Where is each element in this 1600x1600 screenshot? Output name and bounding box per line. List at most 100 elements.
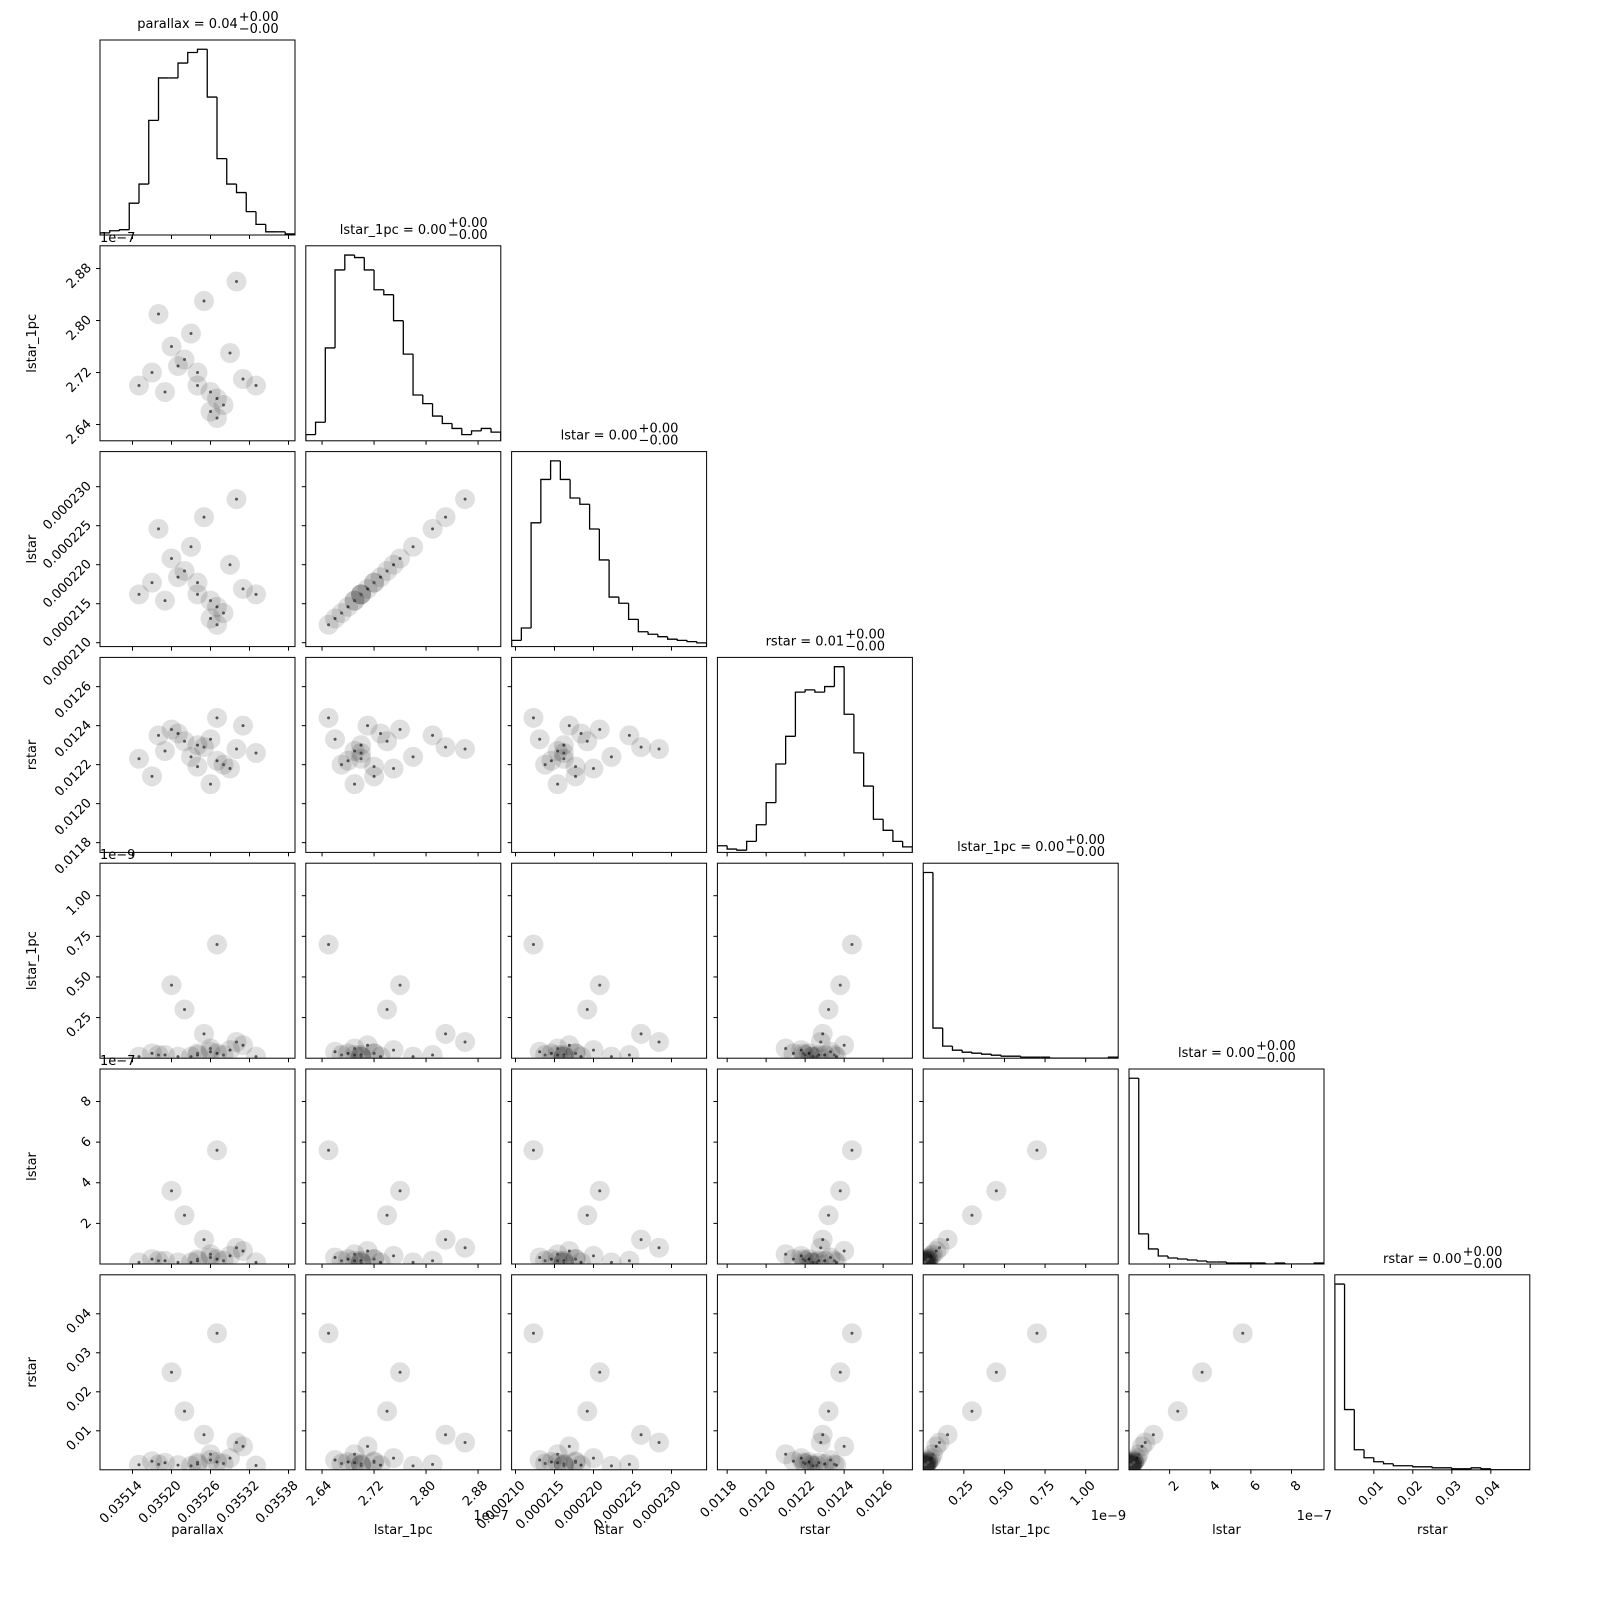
sample-point xyxy=(209,737,212,741)
histogram-bin xyxy=(511,639,522,647)
sample-point xyxy=(366,1043,370,1047)
panel-frame xyxy=(99,451,296,648)
x-tick-label: 0.04 xyxy=(1473,1478,1504,1509)
density-halo xyxy=(808,1250,829,1264)
sample-point xyxy=(809,1463,813,1467)
panel-title: lstar = 0.00 xyxy=(561,429,638,444)
histogram-bin xyxy=(608,559,619,598)
histogram-bin xyxy=(549,460,561,480)
density-halo xyxy=(814,1453,835,1470)
panel: 0.010.020.030.040.035140.035200.035260.0… xyxy=(64,1274,302,1527)
sample-point xyxy=(809,1260,813,1264)
histogram-bin xyxy=(1470,1467,1482,1469)
y-offset: 1e−7 xyxy=(100,1054,135,1069)
histogram-bin xyxy=(216,97,227,160)
histogram-bin xyxy=(598,528,610,561)
density-halo xyxy=(806,1046,827,1059)
panel: 0.25 0.50 0.75 1.00 xyxy=(919,1274,1119,1509)
sample-point xyxy=(556,1046,560,1050)
sample-point xyxy=(574,1257,578,1261)
sample-point xyxy=(609,1055,613,1059)
panel-frame xyxy=(1128,1274,1325,1471)
sample-point xyxy=(799,1254,803,1258)
density-halo xyxy=(331,1453,352,1470)
sample-point xyxy=(556,1053,560,1057)
y-tick-label: 4 xyxy=(78,1175,94,1191)
panel-frame xyxy=(99,245,296,442)
sample-point xyxy=(538,1256,542,1259)
x-tick-label: 8 xyxy=(1288,1478,1304,1494)
sample-point xyxy=(327,1148,331,1152)
x-axis-label: lstar xyxy=(595,1523,624,1538)
sample-point xyxy=(567,1444,571,1448)
x-tick-label: 0.0124 xyxy=(814,1478,857,1521)
x-axis-label: rstar xyxy=(1417,1523,1448,1538)
x-axis-label: lstar_1pc xyxy=(991,1523,1050,1538)
histogram-bin xyxy=(676,639,688,642)
histogram-bin xyxy=(334,269,345,348)
sample-point xyxy=(937,1246,941,1250)
panel: 2.64 2.72 2.80 2.88 xyxy=(301,1274,502,1509)
sample-point xyxy=(579,731,583,735)
histogram-bin xyxy=(363,257,375,271)
y-tick-label: 0.01 xyxy=(64,1423,95,1454)
panel xyxy=(301,656,502,857)
density-halo xyxy=(370,1252,391,1264)
sample-point xyxy=(353,599,357,603)
density-halo xyxy=(155,1044,175,1059)
histogram-bin xyxy=(255,211,266,226)
density-halo xyxy=(213,1044,234,1059)
density-halo xyxy=(1129,1452,1144,1470)
histogram-bin xyxy=(696,641,707,647)
x-axis-label: lstar_1pc xyxy=(374,1523,433,1538)
sample-point xyxy=(562,751,566,755)
density-halo xyxy=(207,1249,227,1264)
histogram-bin xyxy=(235,184,247,194)
density-halo xyxy=(806,1252,827,1264)
sample-point xyxy=(562,757,566,761)
panel-frame xyxy=(305,1274,502,1471)
histogram-bin xyxy=(902,841,913,853)
sample-point xyxy=(398,1370,402,1374)
histogram-bin xyxy=(402,320,414,355)
density-halo xyxy=(181,1046,201,1059)
y-axis-label: lstar xyxy=(25,534,40,563)
sample-point xyxy=(215,605,219,609)
sample-point xyxy=(150,774,154,778)
density-halo xyxy=(246,1046,266,1059)
sample-point xyxy=(359,1260,363,1264)
density-halo xyxy=(331,1250,352,1264)
density-halo xyxy=(246,1252,266,1264)
sample-point xyxy=(1132,1460,1136,1464)
sample-point xyxy=(215,623,219,627)
sample-point xyxy=(598,983,602,987)
sample-point xyxy=(842,1444,846,1448)
histogram-bin xyxy=(1206,1260,1217,1263)
histogram-bin xyxy=(422,394,433,405)
histogram-bin xyxy=(923,871,933,1059)
density-halo xyxy=(187,1250,208,1264)
sample-point xyxy=(150,371,154,375)
sample-point xyxy=(815,1464,819,1468)
x-offset: 1e−7 xyxy=(1297,1509,1332,1524)
sample-point xyxy=(444,1433,448,1437)
histogram-bin xyxy=(981,1053,992,1055)
sample-point xyxy=(333,1256,337,1259)
y-tick-label: 0.0126 xyxy=(52,679,95,722)
sample-point xyxy=(639,1032,643,1036)
histogram-bin xyxy=(961,1050,972,1053)
histogram-bin xyxy=(451,423,462,430)
density-halo xyxy=(351,1453,372,1470)
histogram-bin xyxy=(882,819,893,831)
histogram-bin xyxy=(265,224,276,233)
sample-point xyxy=(254,1260,258,1264)
histogram-bin xyxy=(1138,1078,1149,1235)
title-lower: −0.00 xyxy=(845,639,885,654)
histogram-bin xyxy=(177,62,188,78)
sample-point xyxy=(379,731,383,735)
title-lower: −0.00 xyxy=(1256,1051,1296,1066)
histogram-bin xyxy=(853,714,864,754)
histogram-bin xyxy=(226,158,237,185)
y-axis-label: rstar xyxy=(25,1356,40,1387)
